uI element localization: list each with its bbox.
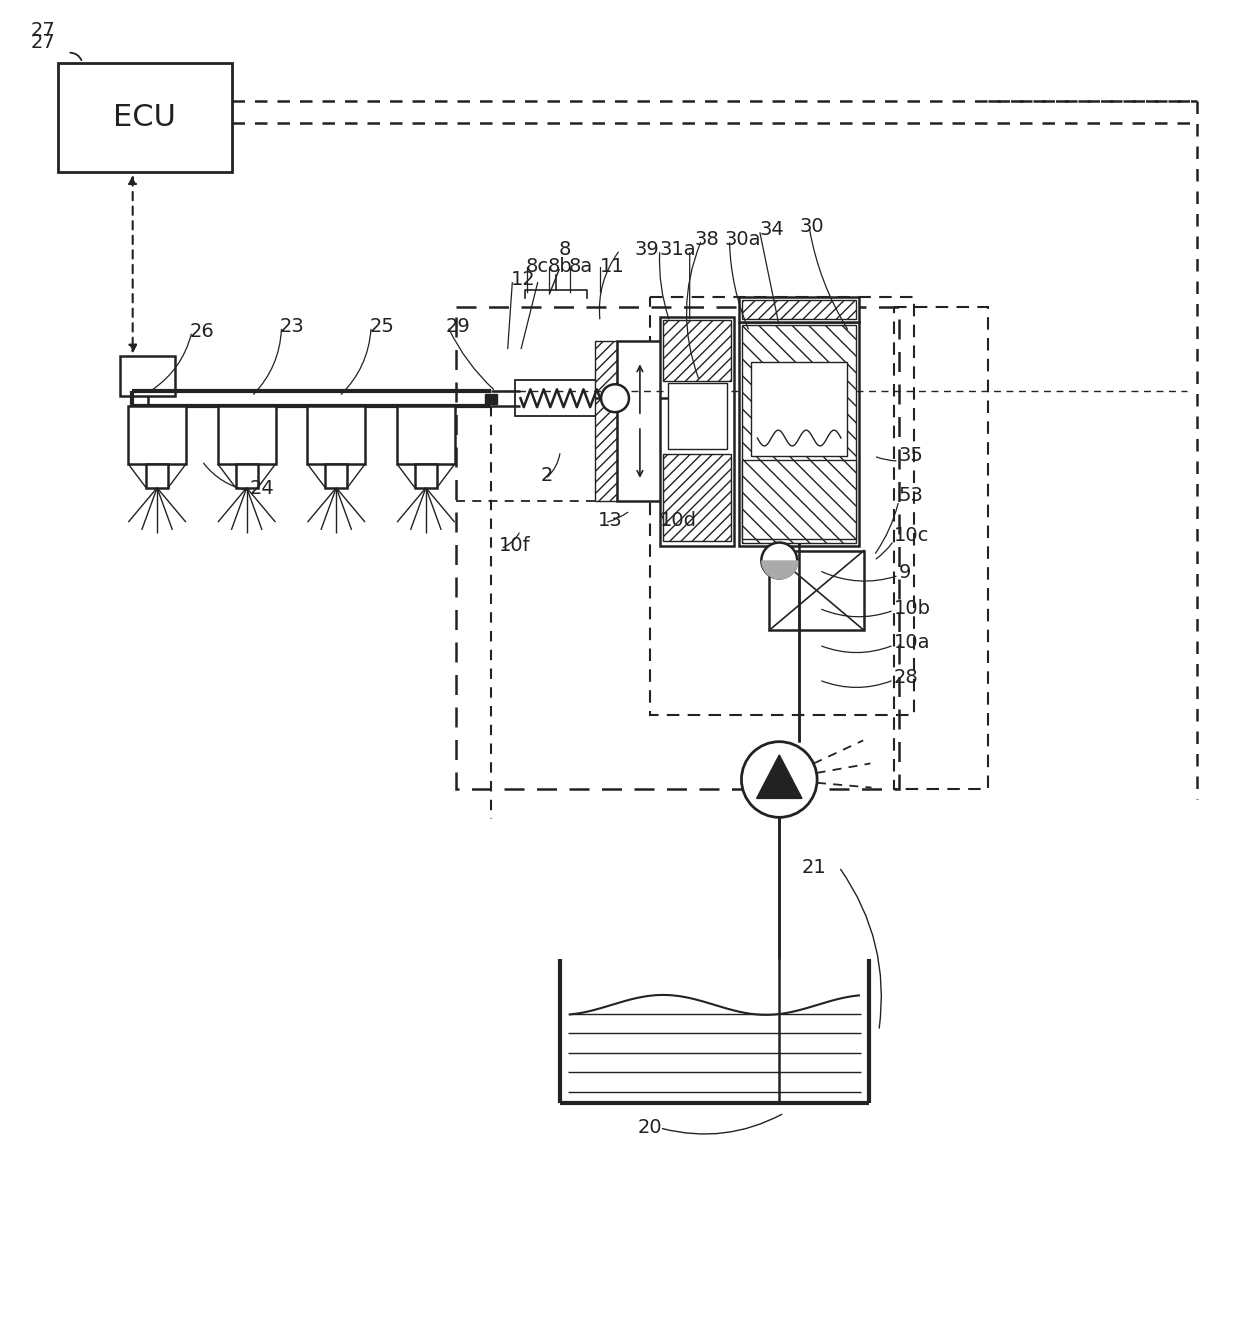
- Text: 13: 13: [598, 511, 622, 530]
- Text: 8c: 8c: [526, 257, 548, 276]
- Circle shape: [601, 385, 629, 412]
- Bar: [595, 342, 618, 500]
- Text: 10f: 10f: [498, 536, 531, 555]
- Polygon shape: [756, 755, 802, 798]
- Bar: [146, 464, 169, 488]
- Text: 20: 20: [637, 1118, 662, 1137]
- Text: 11: 11: [600, 257, 625, 276]
- Bar: [415, 464, 436, 488]
- Bar: [751, 362, 847, 456]
- Text: 8b: 8b: [547, 257, 572, 276]
- Bar: [769, 551, 864, 630]
- Bar: [894, 307, 988, 790]
- Bar: [618, 342, 663, 500]
- Bar: [663, 455, 732, 540]
- Text: 21: 21: [801, 858, 826, 877]
- Bar: [739, 296, 859, 322]
- Text: 30a: 30a: [724, 231, 761, 249]
- Bar: [397, 406, 455, 464]
- Text: 10b: 10b: [894, 599, 931, 618]
- Text: 28: 28: [894, 668, 919, 688]
- Text: 30: 30: [800, 217, 823, 236]
- Text: 23: 23: [279, 316, 304, 337]
- Text: 10d: 10d: [660, 511, 697, 530]
- Bar: [650, 296, 914, 715]
- Circle shape: [742, 742, 817, 817]
- Text: 35: 35: [899, 447, 924, 465]
- Text: 31a: 31a: [660, 240, 697, 259]
- Bar: [660, 316, 734, 546]
- Bar: [57, 63, 232, 172]
- Text: 10a: 10a: [894, 633, 930, 652]
- Text: 27: 27: [31, 21, 56, 40]
- Text: ECU: ECU: [113, 103, 176, 131]
- Bar: [743, 325, 856, 543]
- Bar: [663, 319, 732, 381]
- Bar: [516, 381, 605, 416]
- Bar: [218, 406, 275, 464]
- Text: 25: 25: [370, 316, 394, 337]
- Bar: [485, 394, 496, 404]
- Text: 38: 38: [694, 231, 719, 249]
- Bar: [743, 460, 856, 539]
- Text: 8a: 8a: [568, 257, 593, 276]
- Text: 9: 9: [899, 563, 911, 582]
- Text: 39: 39: [635, 240, 660, 259]
- Bar: [739, 322, 859, 546]
- Bar: [236, 464, 258, 488]
- Text: 34: 34: [759, 220, 784, 240]
- Text: 53: 53: [899, 487, 924, 506]
- Text: 8: 8: [558, 240, 570, 259]
- Bar: [456, 307, 899, 790]
- Text: 2: 2: [541, 467, 553, 485]
- Text: 24: 24: [249, 479, 274, 499]
- Bar: [325, 464, 347, 488]
- Bar: [668, 384, 727, 449]
- Bar: [663, 342, 684, 500]
- Circle shape: [761, 543, 797, 578]
- Text: 12: 12: [511, 271, 536, 290]
- Bar: [308, 406, 365, 464]
- Bar: [128, 406, 186, 464]
- Text: 29: 29: [446, 316, 470, 337]
- Bar: [120, 357, 175, 396]
- Text: 27: 27: [31, 34, 56, 52]
- Text: 26: 26: [190, 322, 215, 341]
- Bar: [743, 299, 856, 319]
- Text: 10c: 10c: [894, 526, 929, 544]
